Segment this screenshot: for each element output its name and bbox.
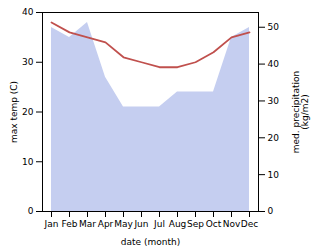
svg-text:0: 0: [28, 206, 34, 216]
svg-text:Nov: Nov: [223, 219, 241, 229]
svg-text:30: 30: [268, 96, 280, 106]
svg-text:50: 50: [268, 22, 280, 32]
svg-text:med. precipitation(kg/m2): med. precipitation(kg/m2): [291, 71, 310, 153]
svg-text:Feb: Feb: [62, 219, 78, 229]
svg-text:Jul: Jul: [153, 219, 165, 229]
svg-text:Oct: Oct: [206, 219, 222, 229]
svg-text:Jun: Jun: [133, 219, 148, 229]
svg-text:0: 0: [268, 206, 274, 216]
svg-text:date (month): date (month): [121, 237, 180, 247]
svg-text:10: 10: [22, 157, 34, 167]
svg-text:Jan: Jan: [44, 219, 59, 229]
svg-text:May: May: [114, 219, 133, 229]
svg-text:Sep: Sep: [187, 219, 204, 229]
svg-text:10: 10: [268, 170, 280, 180]
svg-text:20: 20: [268, 133, 280, 143]
svg-text:Mar: Mar: [79, 219, 96, 229]
svg-text:40: 40: [268, 59, 280, 69]
svg-text:20: 20: [22, 107, 34, 117]
svg-text:Dec: Dec: [241, 219, 258, 229]
svg-text:Apr: Apr: [98, 219, 114, 229]
svg-text:40: 40: [22, 7, 34, 17]
svg-text:max temp (C): max temp (C): [9, 81, 19, 143]
svg-text:30: 30: [22, 57, 34, 67]
svg-text:Aug: Aug: [169, 219, 187, 229]
